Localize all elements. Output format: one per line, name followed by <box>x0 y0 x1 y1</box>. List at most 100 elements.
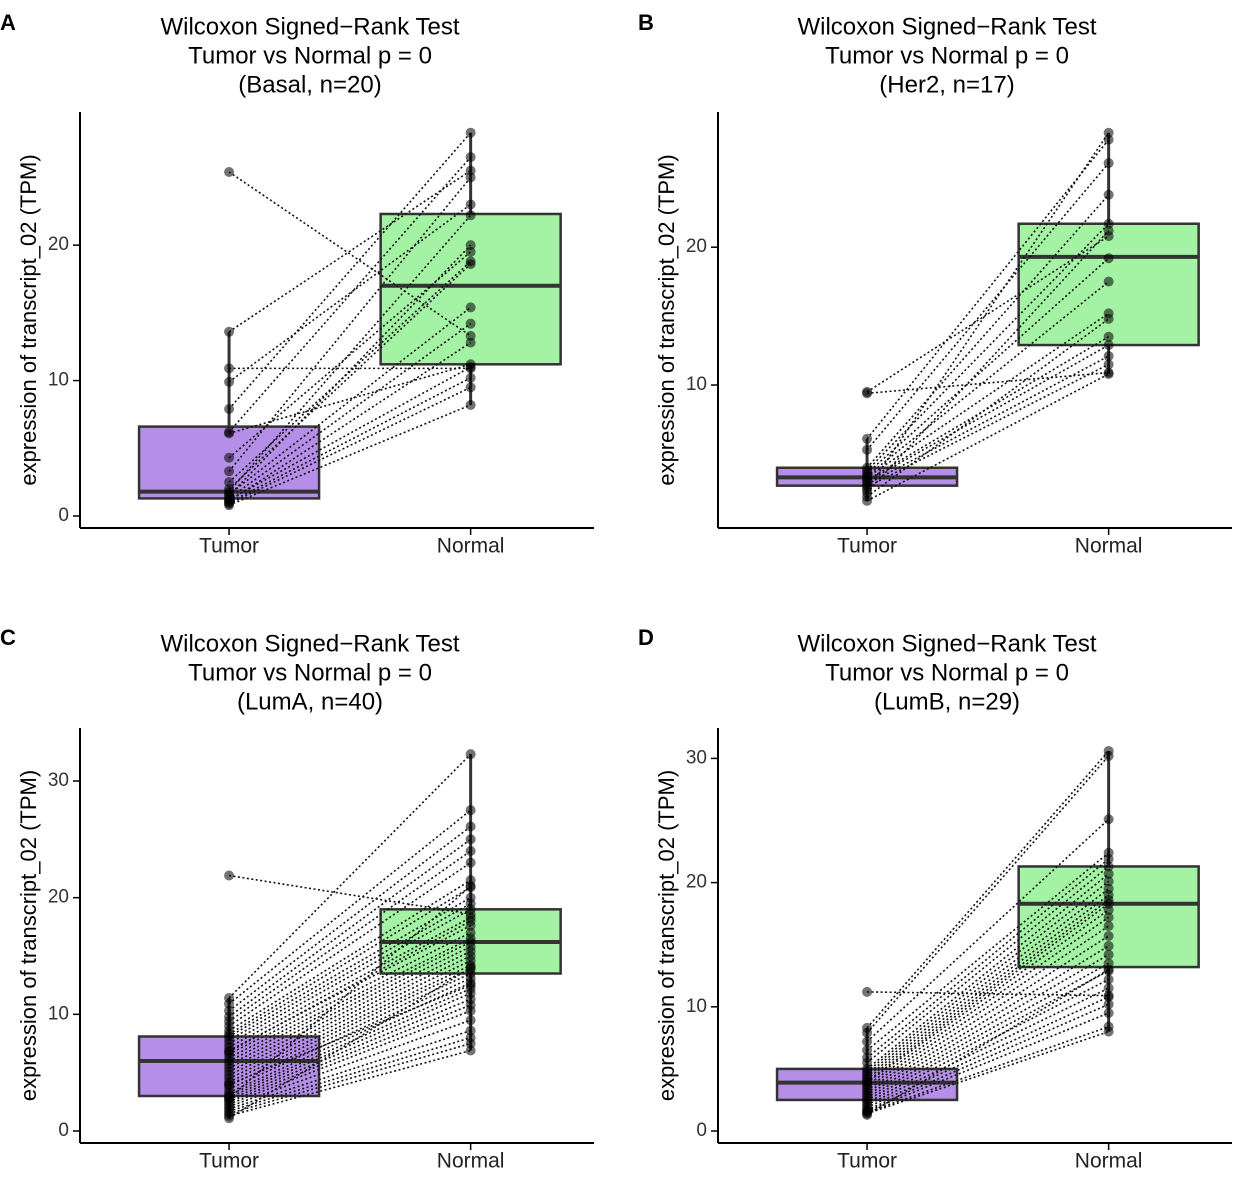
pair-lines <box>866 750 1110 1116</box>
y-axis-label: expression of transcript_02 (TPM) <box>16 770 41 1101</box>
x-tick-label: Normal <box>437 535 505 558</box>
pair-line <box>228 753 472 999</box>
point-normal <box>465 127 476 138</box>
point-normal <box>465 904 476 915</box>
chart-title-line: (Her2, n=17) <box>879 71 1014 98</box>
pair-line <box>228 984 471 1086</box>
panel-label: A <box>0 10 16 35</box>
point-normal <box>1103 868 1114 879</box>
pair-line <box>228 1049 471 1117</box>
point-normal <box>465 210 476 221</box>
point-tumor <box>224 1079 235 1090</box>
pair-line <box>228 263 472 490</box>
pair-line <box>228 809 472 1005</box>
pair-line <box>228 874 471 915</box>
pair-line <box>866 1003 1109 1111</box>
panel-label: B <box>638 10 654 35</box>
point-normal <box>1103 940 1114 951</box>
x-tick-label: Tumor <box>199 535 259 558</box>
pair-line <box>228 1036 471 1112</box>
x-tick-label: Normal <box>1075 1150 1143 1173</box>
pair-line <box>866 318 1110 498</box>
pair-line <box>228 251 472 459</box>
pair-line <box>866 223 1110 472</box>
y-tick-label: 0 <box>58 505 69 526</box>
pair-line <box>866 162 1110 451</box>
point-normal <box>1103 351 1114 362</box>
point-normal <box>1103 369 1114 380</box>
point-normal <box>465 1045 476 1056</box>
x-tick-label: Normal <box>1075 535 1143 558</box>
data-points <box>862 127 1114 506</box>
point-normal <box>465 980 476 991</box>
pair-line <box>228 862 472 1027</box>
x-tick-label: Tumor <box>837 1150 897 1173</box>
pair-line <box>866 235 1110 393</box>
pair-line <box>866 888 1110 1075</box>
pair-lines <box>228 132 472 506</box>
pair-line <box>228 950 471 1069</box>
y-tick-label: 0 <box>696 1120 707 1141</box>
point-normal <box>1103 912 1114 923</box>
y-tick-label: 10 <box>48 1003 69 1024</box>
point-tumor <box>224 363 235 374</box>
point-normal <box>465 302 476 313</box>
pair-line <box>866 139 1110 440</box>
pair-line <box>228 964 471 1080</box>
point-tumor <box>862 1109 873 1120</box>
point-tumor <box>862 1027 873 1038</box>
pair-line <box>228 987 471 1096</box>
pair-line <box>228 896 472 1038</box>
pair-line <box>228 977 471 1090</box>
data-points <box>224 127 476 511</box>
point-tumor <box>224 500 235 511</box>
pair-line <box>866 1012 1109 1112</box>
pair-line <box>228 992 471 1098</box>
point-normal <box>1103 253 1114 264</box>
point-tumor <box>224 1046 235 1057</box>
point-normal <box>465 172 476 183</box>
point-normal <box>1103 276 1114 287</box>
panel-label: D <box>638 625 654 650</box>
y-axis-label: expression of transcript_02 (TPM) <box>654 770 679 1101</box>
pair-line <box>228 341 472 502</box>
y-axis-label: expression of transcript_02 (TPM) <box>654 154 679 485</box>
point-normal <box>1103 359 1114 370</box>
pair-line <box>228 260 472 483</box>
point-normal <box>1103 983 1114 994</box>
data-points <box>224 749 476 1124</box>
point-tumor <box>224 404 235 415</box>
point-normal <box>1103 158 1114 169</box>
pair-line <box>866 925 1110 1089</box>
pair-line <box>866 978 1110 1104</box>
x-tick-label: Normal <box>437 1150 505 1173</box>
point-normal <box>1103 999 1114 1010</box>
y-tick-label: 30 <box>48 770 69 791</box>
point-tumor <box>224 466 235 477</box>
pair-line <box>228 886 472 1035</box>
y-tick-label: 20 <box>48 887 69 908</box>
point-normal <box>465 152 476 163</box>
point-tumor <box>224 452 235 463</box>
pair-line <box>866 968 1110 1116</box>
chart-title-line: Tumor vs Normal p = 0 <box>825 659 1069 686</box>
point-normal <box>465 846 476 856</box>
point-tumor <box>862 1036 873 1047</box>
point-tumor <box>224 326 235 337</box>
point-normal <box>1103 331 1114 342</box>
point-normal <box>465 318 476 329</box>
pair-line <box>866 935 1110 1091</box>
point-normal <box>1103 876 1114 887</box>
point-normal <box>1103 313 1114 324</box>
chart-title-line: Tumor vs Normal p = 0 <box>188 42 432 69</box>
point-normal <box>1103 218 1114 229</box>
y-tick-label: 0 <box>58 1120 69 1141</box>
point-normal <box>465 1015 476 1026</box>
pair-line <box>228 366 472 501</box>
pair-line <box>866 755 1110 1034</box>
point-normal <box>465 240 476 251</box>
chart-title-line: Tumor vs Normal p = 0 <box>188 659 432 686</box>
point-normal <box>1103 921 1114 932</box>
point-normal <box>1103 134 1114 145</box>
